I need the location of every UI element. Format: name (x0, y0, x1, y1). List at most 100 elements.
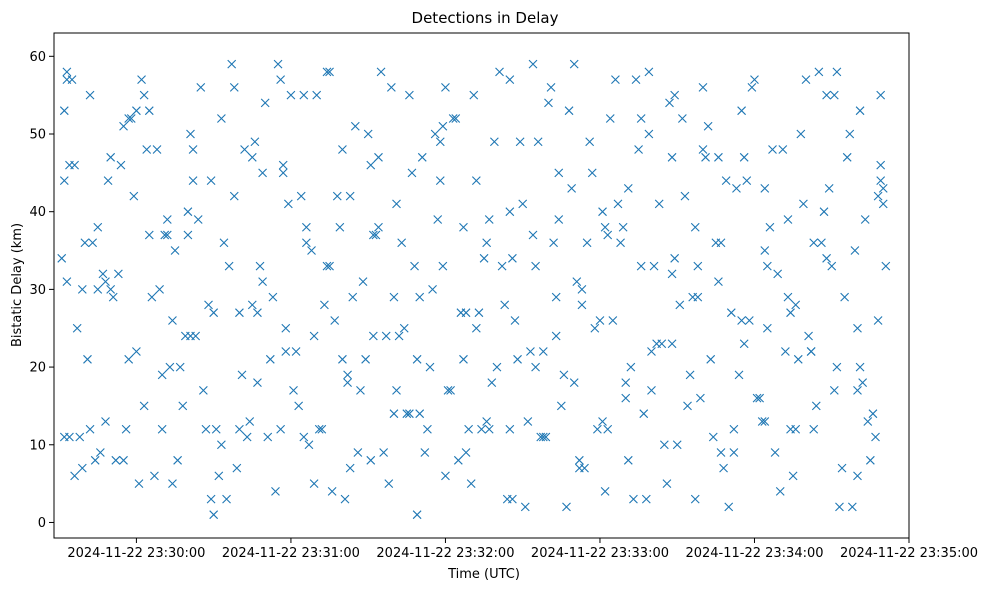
data-point (629, 494, 638, 504)
data-point (623, 183, 633, 193)
data-point (209, 510, 219, 520)
data-point (471, 323, 481, 333)
data-point (113, 269, 123, 279)
data-point (286, 90, 296, 100)
data-point (314, 424, 324, 434)
data-point (170, 246, 180, 255)
data-point (438, 121, 448, 131)
data-point (837, 463, 847, 473)
data-point (479, 253, 489, 263)
data-point (806, 347, 816, 356)
data-point (335, 222, 345, 232)
data-point (724, 502, 734, 512)
data-point (716, 448, 726, 457)
data-point (119, 121, 128, 131)
data-point (227, 59, 237, 69)
data-point (577, 300, 587, 310)
data-point (556, 401, 566, 411)
data-point (775, 486, 785, 496)
data-point (283, 199, 293, 209)
data-point (644, 67, 654, 77)
data-point (829, 385, 839, 395)
data-point (863, 417, 873, 426)
data-point (268, 292, 278, 302)
data-point (662, 479, 672, 489)
data-point (132, 106, 141, 116)
data-point (577, 284, 587, 294)
data-point (281, 323, 291, 333)
data-point (399, 323, 409, 333)
chart-title: Detections in Delay (412, 9, 559, 27)
data-point (57, 253, 67, 263)
data-point (667, 339, 677, 349)
data-point (850, 246, 860, 255)
data-point (425, 362, 435, 372)
data-point (70, 160, 79, 170)
data-point (157, 424, 167, 434)
data-point (291, 347, 301, 356)
y-tick-label: 0 (38, 516, 46, 531)
y-axis-label: Bistatic Delay (km) (10, 223, 25, 347)
data-point (626, 362, 636, 372)
data-point (350, 121, 360, 131)
data-point (853, 471, 862, 481)
data-point (696, 393, 705, 403)
data-point (569, 59, 579, 69)
data-point (783, 292, 793, 302)
data-point (644, 129, 654, 139)
data-point (407, 168, 417, 178)
data-point (471, 176, 481, 186)
data-point (770, 448, 780, 457)
data-point (762, 261, 772, 271)
data-point (703, 121, 713, 131)
data-point (747, 82, 757, 92)
data-point (865, 455, 875, 465)
data-point (412, 354, 422, 364)
data-point (307, 246, 316, 255)
data-point (544, 98, 553, 108)
data-point (402, 409, 412, 419)
data-point (693, 261, 703, 271)
x-axis-ticks: 2024-11-22 23:30:00 2024-11-22 23:31:00 20… (67, 538, 978, 561)
data-point (196, 82, 206, 92)
data-point (698, 82, 708, 92)
data-point (878, 183, 888, 193)
data-point (278, 160, 288, 170)
data-point (250, 137, 260, 147)
data-point (240, 145, 249, 154)
data-point (453, 455, 463, 465)
data-point (206, 494, 216, 504)
data-point (85, 90, 95, 100)
plot-frame (53, 32, 910, 539)
data-point (832, 362, 842, 372)
data-point (853, 323, 862, 333)
data-point (235, 308, 244, 318)
data-point (90, 455, 100, 465)
data-point (235, 424, 244, 434)
data-point (505, 75, 515, 85)
data-point (729, 424, 739, 434)
data-point (77, 463, 87, 473)
data-point (101, 277, 110, 287)
data-point (368, 331, 378, 341)
data-point (744, 316, 754, 325)
data-point (832, 67, 842, 77)
data-point (95, 448, 105, 457)
data-point (814, 67, 824, 77)
x-tick-label: 2024-11-22 23:31:00 (222, 546, 360, 561)
data-point (505, 424, 515, 434)
data-point (876, 160, 886, 170)
data-point (119, 455, 128, 465)
data-point (209, 308, 219, 318)
data-point (62, 277, 72, 287)
data-point (881, 261, 891, 271)
data-point (168, 479, 177, 489)
data-point (165, 362, 175, 372)
data-point (417, 152, 427, 162)
data-point (80, 238, 90, 248)
data-point (649, 261, 659, 271)
data-point (636, 261, 646, 271)
data-point (876, 90, 886, 100)
data-point (322, 67, 332, 77)
